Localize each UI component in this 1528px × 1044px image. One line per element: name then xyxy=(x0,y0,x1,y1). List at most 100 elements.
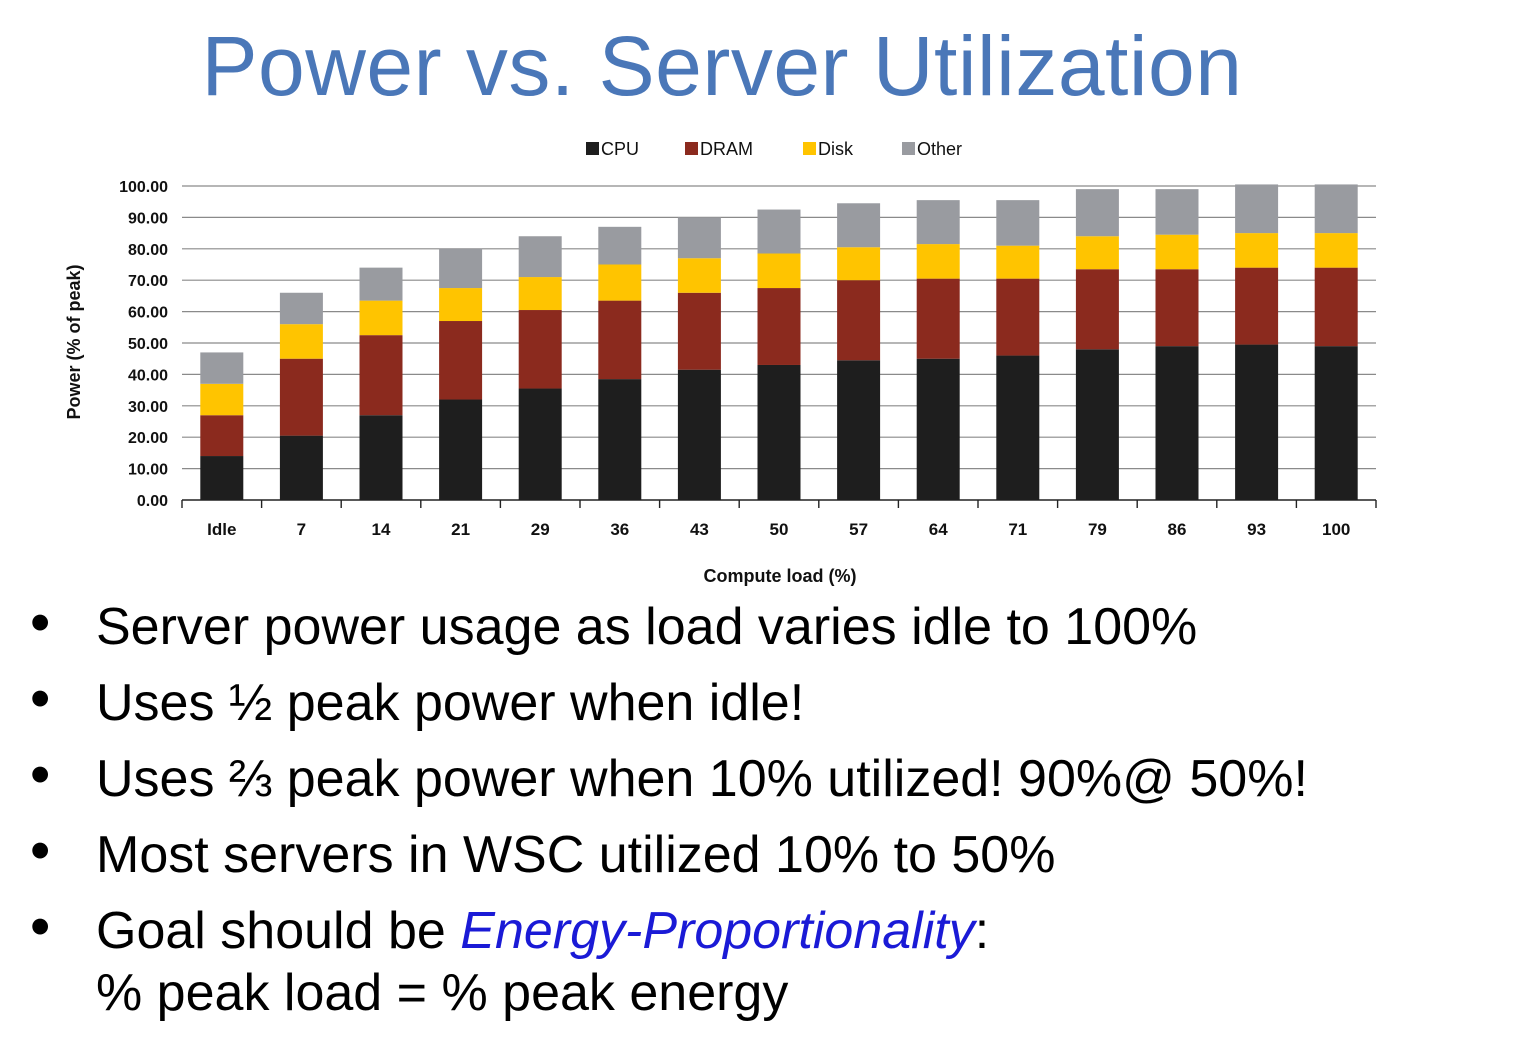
legend-label-cpu: CPU xyxy=(601,139,639,159)
bar-segment-other xyxy=(757,209,801,254)
x-tick-label: Idle xyxy=(207,520,236,539)
bar-segment-disk xyxy=(837,247,881,281)
chart-bars xyxy=(200,184,1358,500)
bar-segment-other xyxy=(1314,184,1358,234)
bar-segment-dram xyxy=(1235,267,1279,345)
y-tick-label: 60.00 xyxy=(128,305,168,322)
bullet-text: Server power usage as load varies idle t… xyxy=(96,598,1198,656)
legend-label-disk: Disk xyxy=(818,139,854,159)
legend-label-dram: DRAM xyxy=(700,139,753,159)
bar-segment-disk xyxy=(1155,234,1199,270)
bullet-item: Most servers in WSC utilized 10% to 50% xyxy=(30,820,1520,886)
bar-segment-other xyxy=(1235,184,1279,234)
legend-swatch-cpu xyxy=(586,142,599,155)
y-tick-label: 50.00 xyxy=(128,336,168,353)
bar-segment-disk xyxy=(757,253,801,289)
x-tick-label: 29 xyxy=(531,520,550,539)
bar-segment-disk xyxy=(359,300,403,336)
bar-segment-dram xyxy=(598,300,642,380)
bar-segment-other xyxy=(996,200,1040,246)
bar-segment-dram xyxy=(1075,269,1119,350)
bar-segment-cpu xyxy=(598,379,642,500)
bar-segment-dram xyxy=(916,278,960,359)
y-tick-label: 20.00 xyxy=(128,430,168,447)
x-tick-label: 36 xyxy=(610,520,629,539)
x-tick-label: 7 xyxy=(297,520,306,539)
legend-label-other: Other xyxy=(917,139,962,159)
bar-segment-dram xyxy=(837,280,881,361)
bar-segment-cpu xyxy=(1155,346,1199,500)
x-tick-label: 14 xyxy=(372,520,391,539)
bar-segment-dram xyxy=(439,321,483,400)
bullet-second-line: % peak load = % peak energy xyxy=(96,964,789,1022)
x-axis: Idle 7 14 21 29 36 43 50 57 64 71 79 86 93 100 xyxy=(181,500,1377,539)
legend-swatch-dram xyxy=(685,142,698,155)
legend-swatch-disk xyxy=(803,142,816,155)
bar-segment-dram xyxy=(996,278,1040,356)
bar-segment-disk xyxy=(518,277,562,311)
y-tick-label: 0.00 xyxy=(137,493,168,510)
y-axis-label: Power (% of peak) xyxy=(64,264,84,419)
bullet-text: Uses ½ peak power when idle! xyxy=(96,674,805,732)
bar-segment-other xyxy=(1075,189,1119,237)
x-tick-label: 71 xyxy=(1008,520,1027,539)
y-tick-label: 80.00 xyxy=(128,242,168,259)
bar-segment-cpu xyxy=(1075,349,1119,500)
bar-segment-disk xyxy=(677,258,721,293)
bar-segment-disk xyxy=(598,264,642,301)
bar-segment-other xyxy=(598,226,642,265)
bar-segment-dram xyxy=(200,415,244,457)
x-tick-label: 50 xyxy=(770,520,789,539)
y-tick-label: 100.00 xyxy=(119,179,168,196)
bullet-list: Server power usage as load varies idle t… xyxy=(30,592,1520,1024)
bar-segment-other xyxy=(359,267,403,301)
bar-segment-cpu xyxy=(279,435,323,500)
bar-segment-dram xyxy=(677,292,721,370)
bar-segment-other xyxy=(677,217,721,259)
y-tick-label: 40.00 xyxy=(128,367,168,384)
x-axis-label: Compute load (%) xyxy=(704,566,857,586)
bar-segment-cpu xyxy=(439,399,483,500)
y-axis: 0.00 10.00 20.00 30.00 40.00 50.00 60.00 70.00 8… xyxy=(119,179,168,510)
x-tick-label: 93 xyxy=(1247,520,1266,539)
bullet-item: Uses ⅔ peak power when 10% utilized! 90%… xyxy=(30,744,1520,810)
x-tick-label: 100 xyxy=(1322,520,1350,539)
bar-segment-cpu xyxy=(757,364,801,500)
slide-title: Power vs. Server Utilization xyxy=(201,19,1243,113)
bar-segment-dram xyxy=(1155,269,1199,347)
bar-segment-cpu xyxy=(996,355,1040,500)
y-tick-label: 30.00 xyxy=(128,399,168,416)
bar-segment-cpu xyxy=(916,358,960,500)
stacked-bar-chart: CPU DRAM Disk Other Idle 7 14 21 29 36 43 50 57 64 71… xyxy=(64,139,1377,586)
bullet-suffix: : xyxy=(974,902,990,960)
chart-legend: CPU DRAM Disk Other xyxy=(586,139,962,159)
bar-segment-disk xyxy=(200,383,244,416)
bar-segment-disk xyxy=(996,245,1040,279)
bar-segment-disk xyxy=(1314,233,1358,268)
bar-segment-other xyxy=(837,203,881,248)
bar-segment-dram xyxy=(279,358,323,436)
x-tick-label: 79 xyxy=(1088,520,1107,539)
bullet-item: Goal should be Energy-Proportionality: % … xyxy=(30,896,1520,1024)
energy-proportionality-term: Energy-Proportionality xyxy=(460,902,975,960)
x-tick-label: 43 xyxy=(690,520,709,539)
x-tick-label: 57 xyxy=(849,520,868,539)
bullet-text: Most servers in WSC utilized 10% to 50% xyxy=(96,826,1056,884)
bullet-item: Uses ½ peak power when idle! xyxy=(30,668,1520,734)
bar-segment-disk xyxy=(1235,233,1279,268)
legend-swatch-other xyxy=(902,142,915,155)
bar-segment-dram xyxy=(518,310,562,389)
bar-segment-cpu xyxy=(1314,346,1358,500)
bar-segment-cpu xyxy=(518,388,562,500)
bar-segment-other xyxy=(518,236,562,278)
bar-segment-cpu xyxy=(677,369,721,500)
bar-segment-disk xyxy=(1075,236,1119,270)
bullet-text: Uses ⅔ peak power when 10% utilized! 90%… xyxy=(96,750,1308,808)
bar-segment-dram xyxy=(359,335,403,416)
bar-segment-cpu xyxy=(1235,344,1279,500)
x-tick-label: 64 xyxy=(929,520,948,539)
bar-segment-other xyxy=(279,292,323,325)
bar-segment-dram xyxy=(757,288,801,365)
bullet-item: Server power usage as load varies idle t… xyxy=(30,592,1520,658)
bar-segment-disk xyxy=(279,324,323,359)
